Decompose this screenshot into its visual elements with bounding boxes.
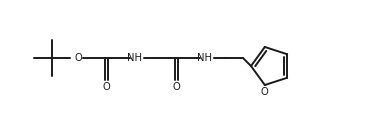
Text: NH: NH (197, 53, 213, 63)
Text: NH: NH (128, 53, 142, 63)
Text: O: O (102, 82, 110, 92)
Text: O: O (173, 82, 180, 92)
Text: O: O (261, 87, 269, 97)
Text: O: O (74, 53, 82, 63)
